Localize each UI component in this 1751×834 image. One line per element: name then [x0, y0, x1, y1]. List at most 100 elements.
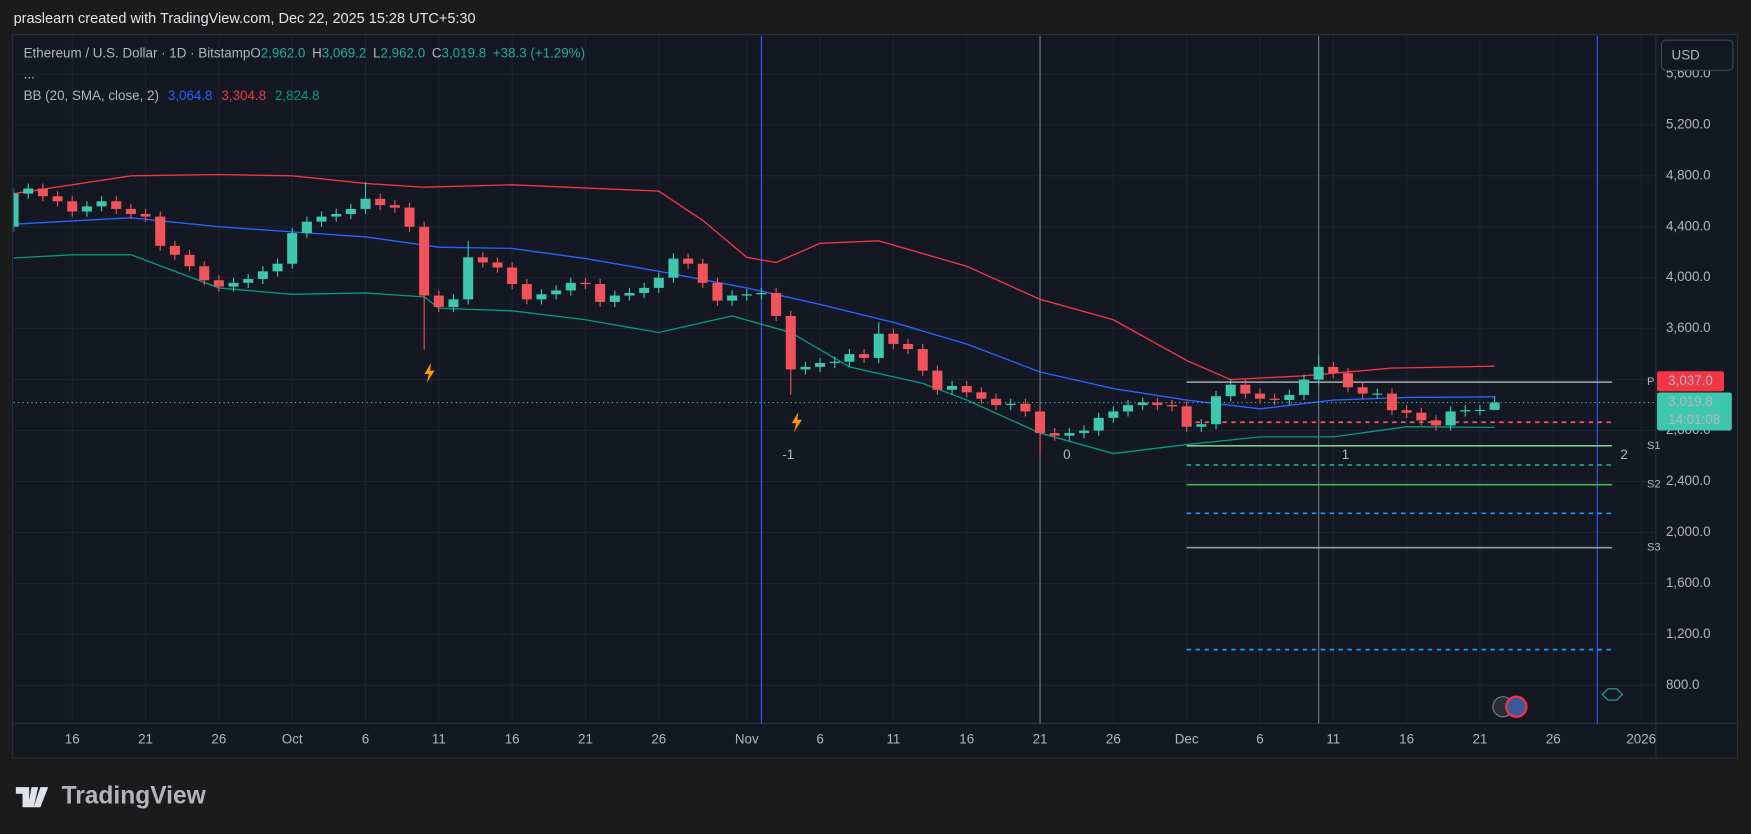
candle-body: [1474, 409, 1485, 412]
candle-body: [1093, 417, 1104, 431]
x-axis: 16 21 26 Oct 6 11 16 21 26 Nov 6 11 16 21 26 Dec 6 11 16 21…: [65, 732, 1656, 747]
credit: praslearn created with TradingView.com, …: [14, 11, 476, 27]
candle-body: [1225, 384, 1236, 397]
candle-body: [1064, 433, 1075, 436]
candle-body: [565, 282, 576, 291]
pivot-label: P: [1647, 376, 1654, 388]
candle-body: [360, 198, 371, 209]
candle-body: [1284, 394, 1295, 400]
candle-body: [1020, 403, 1031, 412]
x-tick-label: 11: [1326, 732, 1340, 747]
legend: Ethereum / U.S. Dollar · 1D · BitstampO2…: [24, 45, 585, 102]
legend-more: ...: [24, 66, 35, 81]
candle-body: [1137, 402, 1148, 406]
candle-body: [316, 216, 327, 222]
candle-body: [213, 280, 224, 287]
button-frame[interactable]: [1660, 39, 1734, 71]
candle-body: [331, 214, 342, 217]
x-tick-label: 26: [211, 732, 226, 747]
candle-body: [1108, 411, 1119, 418]
candle-body: [521, 284, 532, 300]
candle-body: [697, 263, 708, 283]
event-icon[interactable]: [791, 411, 802, 433]
candle-body: [888, 333, 899, 344]
candle-body: [873, 333, 884, 358]
candle-body: [433, 295, 444, 308]
candle-body: [653, 277, 664, 288]
candle-body: [23, 188, 34, 194]
candle-body: [1357, 387, 1368, 394]
ohlc-value: 3,019.8: [442, 45, 487, 60]
candle-body: [1372, 393, 1383, 395]
candle-body: [1386, 393, 1397, 411]
candle-body: [272, 263, 283, 272]
candle-body: [976, 392, 987, 399]
event-icon[interactable]: [424, 362, 435, 383]
indicator-value: 3,304.8: [221, 88, 266, 103]
candle-body: [1342, 373, 1353, 388]
candle-body: [1049, 433, 1060, 436]
candle-body: [140, 214, 151, 217]
candle-body: [67, 201, 78, 212]
currency[interactable]: USD: [1672, 47, 1701, 62]
candle-body: [1035, 411, 1046, 434]
x-tick-label: Dec: [1175, 732, 1199, 747]
candle-body: [844, 354, 855, 362]
candle-body: [727, 295, 738, 301]
pivot-label: S1: [1647, 440, 1661, 452]
candle-body: [1401, 410, 1412, 413]
candle-body: [741, 294, 752, 296]
sessions-icon[interactable]: [1601, 688, 1624, 701]
candle-body: [1181, 406, 1192, 427]
candle-body: [1269, 398, 1280, 400]
candle-body: [859, 354, 870, 358]
candle-body: [375, 198, 386, 206]
cycle-label: 0: [1063, 447, 1070, 462]
pivot-label: S2: [1647, 479, 1661, 491]
candle-body: [712, 282, 723, 301]
candle-body: [301, 221, 312, 234]
candle-body: [1005, 403, 1016, 406]
plot-area: -1 0 1 2: [13, 35, 1656, 724]
ohlc-value: 3,069.2: [322, 45, 367, 60]
candle-body: [1166, 405, 1178, 407]
candle-body: [595, 284, 606, 302]
currency-button[interactable]: USD: [1660, 39, 1734, 71]
candle-body: [169, 245, 180, 255]
candle-body: [829, 361, 840, 364]
band-line: [13, 254, 1495, 455]
x-tick-label: 21: [1473, 732, 1488, 747]
candle-body: [1430, 420, 1441, 426]
candle-body: [37, 188, 48, 197]
candle-body: [551, 290, 562, 295]
indicator-name: BB (20, SMA, close, 2): [24, 88, 159, 103]
y-tick-label: 3,600.0: [1666, 320, 1711, 335]
chart-frame: [11, 34, 1738, 759]
candle-body: [1328, 366, 1339, 374]
x-tick-label: 16: [1399, 732, 1414, 747]
candle-body: [345, 208, 356, 215]
change: +38.3 (+1.29%): [493, 45, 585, 60]
candle-body: [1152, 402, 1163, 406]
x-tick-label: 16: [65, 732, 80, 747]
x-tick-label: 6: [1256, 732, 1263, 747]
x-tick-label: 2026: [1626, 732, 1656, 747]
ohlc-label: C: [432, 45, 442, 60]
legend-indicator: BB (20, SMA, close, 2) 3,064.8 3,304.8 2,82…: [24, 88, 320, 103]
candle-body: [1240, 384, 1251, 394]
candle-body: [903, 343, 914, 350]
candle-body: [125, 208, 136, 215]
candle-body: [756, 292, 767, 295]
candle-body: [1313, 366, 1324, 380]
flag-icon[interactable]: [1505, 695, 1528, 718]
x-tick-label: 21: [1033, 732, 1048, 747]
y-tick-label: 1,200.0: [1666, 626, 1711, 641]
candle-body: [96, 201, 107, 207]
x-tick-label: Nov: [735, 732, 759, 747]
candle-body: [1210, 396, 1222, 425]
ohlc-value: 2,962.0: [381, 45, 426, 60]
y-tick-label: 4,800.0: [1666, 167, 1711, 182]
cycle-label: 2: [1620, 447, 1627, 462]
ohlc-label: H: [312, 45, 322, 60]
